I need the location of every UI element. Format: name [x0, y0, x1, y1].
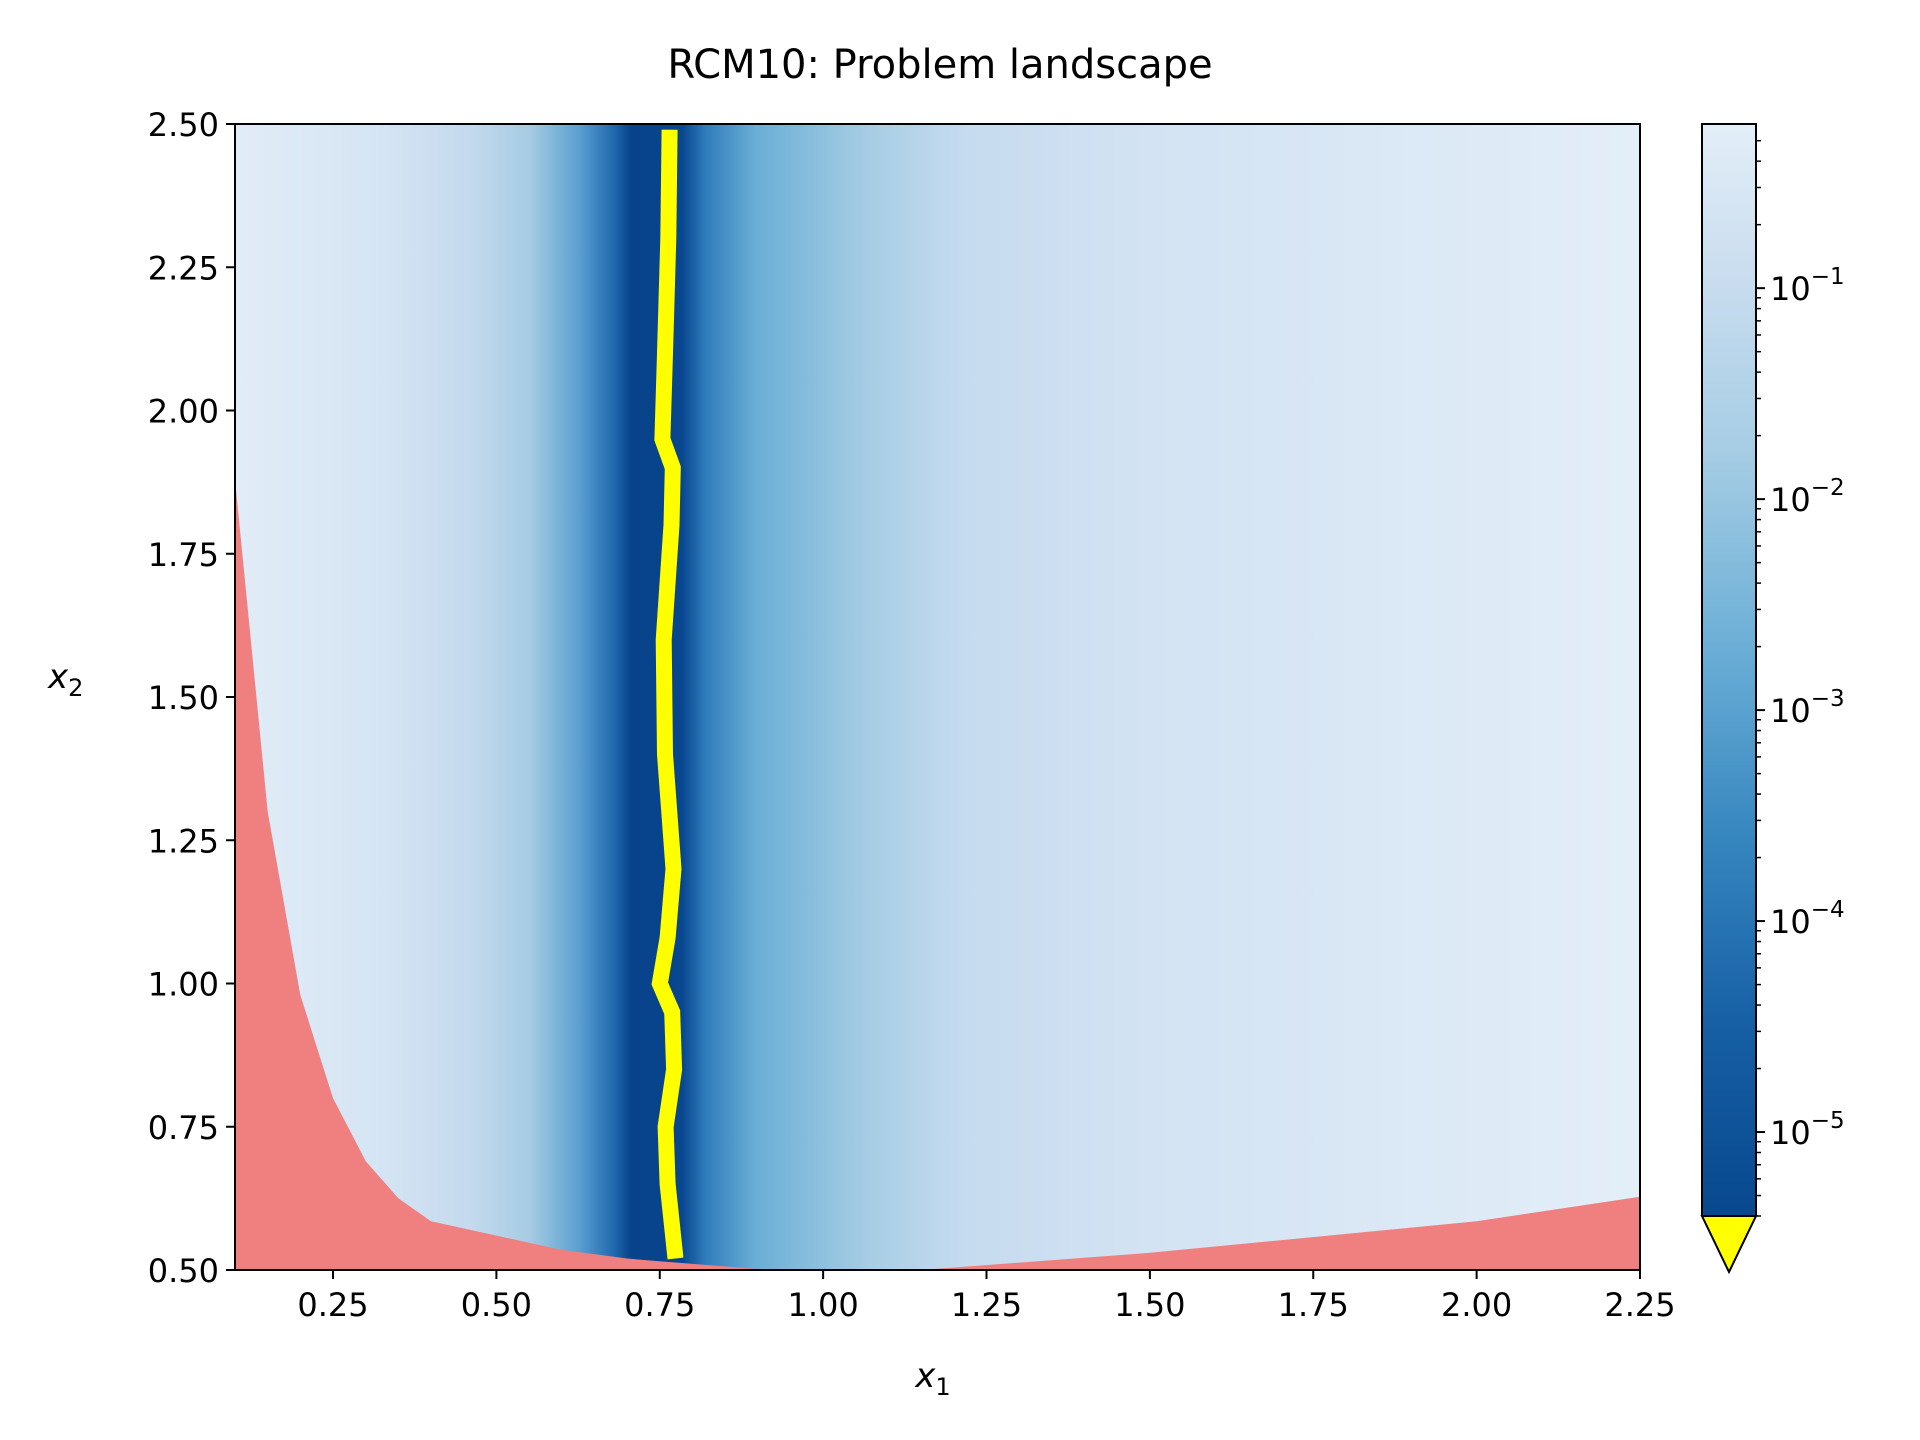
colorbar-tick-label: 10−5 [1770, 1108, 1845, 1152]
colorbar: 10−5 10−4 10−3 10−2 10−1 [1700, 123, 1845, 1275]
x-tick-label: 0.75 [624, 1286, 695, 1324]
x-tick-label: 1.00 [788, 1286, 859, 1324]
y-tick-label: 0.50 [148, 1252, 219, 1290]
x-tick-label: 0.50 [461, 1286, 532, 1324]
colorbar-frame [1701, 123, 1757, 1216]
colorbar-tick-label: 10−3 [1770, 686, 1845, 730]
heatmap-plot-area [235, 124, 1640, 1270]
y-axis-label-subscript: 2 [68, 674, 83, 702]
colorbar-ticks: 10−5 10−4 10−3 10−2 10−1 [1756, 139, 1845, 1217]
x-tick-label: 0.25 [297, 1286, 368, 1324]
optimum-band [651, 129, 684, 1260]
y-axis-label: x2 [47, 657, 83, 702]
y-tick-label: 0.75 [148, 1109, 219, 1147]
y-tick-label: 2.50 [148, 106, 219, 144]
x-tick-label: 2.00 [1441, 1286, 1512, 1324]
colorbar-gradient [1702, 124, 1756, 1216]
colorbar-tick-label: 10−1 [1770, 264, 1845, 308]
chart-title: RCM10: Problem landscape [667, 42, 1212, 88]
x-tick-label: 1.50 [1114, 1286, 1185, 1324]
x-axis: 0.25 0.50 0.75 1.00 1.25 1.50 1.75 2.00 2.25 [297, 1270, 1676, 1324]
y-axis: 0.50 0.75 1.00 1.25 1.50 1.75 2.00 2.25 2.50 [148, 106, 235, 1290]
x-tick-label: 1.75 [1278, 1286, 1349, 1324]
y-tick-label: 2.25 [148, 249, 219, 287]
colorbar-tick-label: 10−2 [1770, 475, 1845, 519]
y-tick-label: 1.50 [148, 679, 219, 717]
colorbar-extend-min-triangle [1700, 1215, 1758, 1275]
colorbar-tick-label: 10−4 [1770, 897, 1845, 941]
heatmap-field [235, 124, 1640, 1270]
y-tick-label: 1.00 [148, 966, 219, 1004]
infeasible-region-left [235, 479, 771, 1270]
x-axis-label: x1 [914, 1356, 950, 1401]
y-tick-label: 1.75 [148, 536, 219, 574]
infeasible-region-right [921, 1196, 1640, 1270]
y-tick-label: 2.00 [148, 393, 219, 431]
x-axis-label-subscript: 1 [935, 1373, 950, 1401]
x-tick-label: 1.25 [951, 1286, 1022, 1324]
x-tick-label: 2.25 [1604, 1286, 1675, 1324]
y-tick-label: 1.25 [148, 822, 219, 860]
